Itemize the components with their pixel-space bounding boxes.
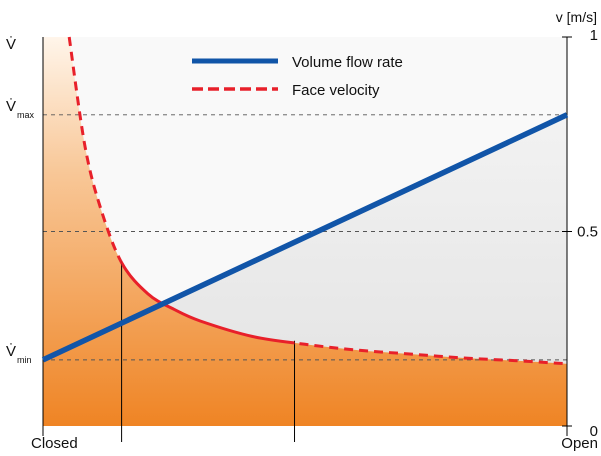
legend-label-face: Face velocity (292, 82, 380, 99)
series-lines (41, 36, 569, 366)
upper-region (43, 37, 567, 360)
y-right-tick-label-2: 0 (590, 423, 598, 440)
legend: Volume flow rate Face velocity (192, 54, 403, 99)
x-label-closed: Closed (31, 435, 78, 452)
vertical-markers (121, 260, 296, 442)
face-velocity-line-mid (121, 259, 295, 345)
x-label-open: Open (561, 435, 598, 452)
orange-area (43, 37, 567, 426)
y-left-tick-sub-min: min (17, 355, 32, 365)
legend-label-flow: Volume flow rate (292, 54, 403, 71)
y-right-tick-label-1: 0.5 (577, 224, 598, 241)
y-left-axis-label: V̇ (6, 36, 16, 53)
y-left-tick-max: V̇ (6, 98, 16, 115)
face-velocity-line-right (294, 341, 568, 366)
axes (42, 36, 572, 436)
y-right-tick-label-0: 1 (590, 27, 598, 44)
area-fills (43, 37, 567, 426)
y-right-axis-label: v [m/s] (556, 9, 597, 25)
y-left-tick-min: V̇ (6, 343, 16, 360)
face-velocity-line-left (67, 36, 122, 266)
y-left-tick-sub-max: max (17, 110, 35, 120)
volume-flow-line (41, 112, 569, 363)
